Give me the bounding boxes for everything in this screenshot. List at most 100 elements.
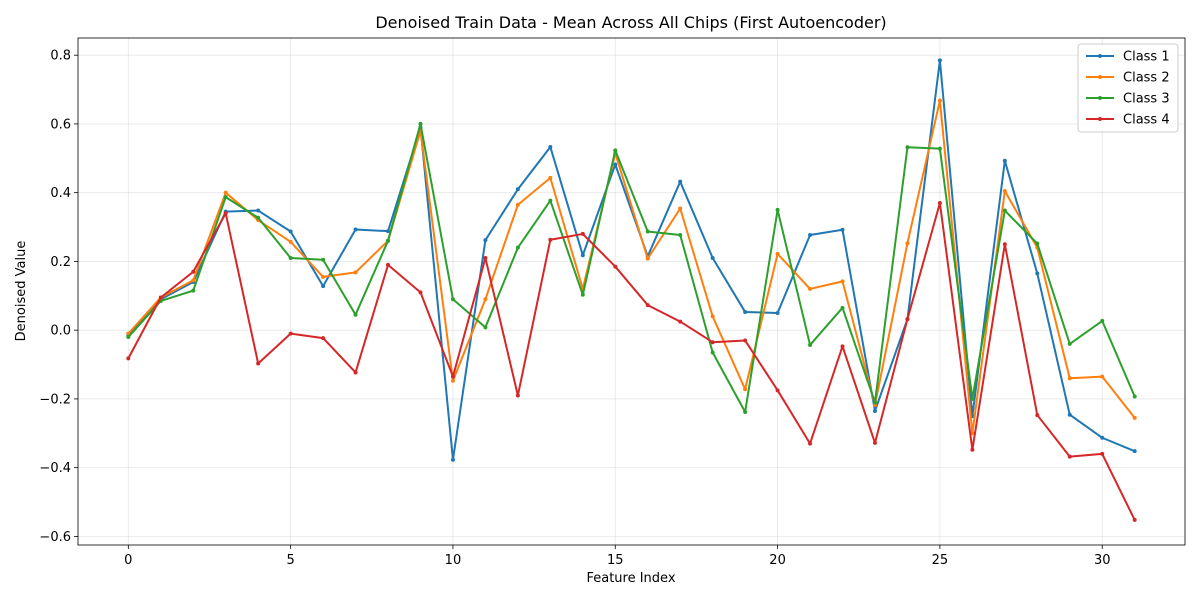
data-point [223, 211, 228, 216]
data-point [1002, 208, 1007, 213]
data-point [353, 227, 358, 232]
data-point [1067, 341, 1072, 346]
data-point [872, 403, 877, 408]
data-point [808, 286, 813, 291]
chart-title: Denoised Train Data - Mean Across All Ch… [375, 13, 886, 32]
data-point [905, 145, 910, 150]
data-point [645, 229, 650, 234]
data-point [1002, 242, 1007, 247]
data-point [808, 441, 813, 446]
y-tick-label: −0.6 [39, 530, 71, 545]
data-point [1002, 158, 1007, 163]
data-point [223, 190, 228, 195]
data-point [775, 207, 780, 212]
data-point [483, 238, 488, 243]
data-point [515, 393, 520, 398]
data-point [1067, 454, 1072, 459]
data-point [515, 187, 520, 192]
y-axis-label: Denoised Value [14, 241, 29, 342]
legend-item: Class 1 [1086, 50, 1170, 65]
data-point [223, 195, 228, 200]
plot-frame [77, 37, 1186, 546]
data-point [1132, 449, 1137, 454]
data-point [872, 408, 877, 413]
data-point [1035, 413, 1040, 418]
x-axis-label: Feature Index [586, 571, 675, 586]
data-point [386, 238, 391, 243]
data-point [483, 255, 488, 260]
data-point [872, 440, 877, 445]
data-point [710, 255, 715, 260]
data-point [775, 310, 780, 315]
data-point [678, 232, 683, 237]
y-tick-label: 0.8 [50, 49, 71, 64]
data-point [321, 336, 326, 341]
data-point [710, 350, 715, 355]
data-point [126, 356, 131, 361]
data-point [937, 200, 942, 205]
y-tick-label: −0.4 [39, 461, 71, 476]
data-point [1035, 241, 1040, 246]
data-point [580, 253, 585, 258]
data-point [450, 378, 455, 383]
y-tick-label: 0.0 [50, 324, 71, 339]
data-point [743, 387, 748, 392]
data-point [1002, 188, 1007, 193]
data-point [645, 303, 650, 308]
legend-label: Class 2 [1123, 71, 1170, 86]
data-point [321, 274, 326, 279]
data-point [613, 148, 618, 153]
data-point [743, 409, 748, 414]
data-point [872, 400, 877, 405]
data-point [937, 58, 942, 63]
data-point [613, 264, 618, 269]
data-point [580, 231, 585, 236]
data-point [353, 270, 358, 275]
x-tick-label: 0 [124, 553, 132, 568]
data-point [450, 457, 455, 462]
data-point [743, 309, 748, 314]
data-point [548, 144, 553, 149]
data-point [191, 278, 196, 283]
data-point [905, 317, 910, 322]
data-point [775, 388, 780, 393]
y-tick-label: −0.2 [39, 392, 71, 407]
data-point [808, 232, 813, 237]
data-point [710, 314, 715, 319]
data-point [515, 245, 520, 250]
data-point [353, 370, 358, 375]
data-point [1067, 412, 1072, 417]
data-point [1132, 394, 1137, 399]
data-point [483, 325, 488, 330]
data-point [580, 292, 585, 297]
data-point [678, 179, 683, 184]
data-point [483, 297, 488, 302]
data-point [970, 447, 975, 452]
data-point [840, 227, 845, 232]
x-tick-label: 25 [932, 553, 949, 568]
series-2 [126, 98, 1137, 436]
data-point [613, 162, 618, 167]
legend-label: Class 4 [1123, 113, 1170, 128]
data-point [548, 175, 553, 180]
data-point [1035, 271, 1040, 276]
data-point [840, 344, 845, 349]
x-tick-label: 30 [1094, 553, 1111, 568]
data-point [937, 146, 942, 151]
series-layer [126, 58, 1137, 522]
data-point [1100, 374, 1105, 379]
series-3 [126, 121, 1137, 414]
data-point [158, 295, 163, 300]
legend: Class 1 Class 2 Class 3 Class 4 [1077, 43, 1179, 133]
data-point [1132, 517, 1137, 522]
data-point [450, 297, 455, 302]
data-point [256, 361, 261, 366]
data-point [256, 215, 261, 220]
legend-label: Class 1 [1123, 50, 1170, 65]
legend-item: Class 4 [1086, 113, 1170, 128]
series-line [127, 99, 1136, 435]
legend-item: Class 2 [1086, 71, 1170, 86]
data-point [1100, 451, 1105, 456]
